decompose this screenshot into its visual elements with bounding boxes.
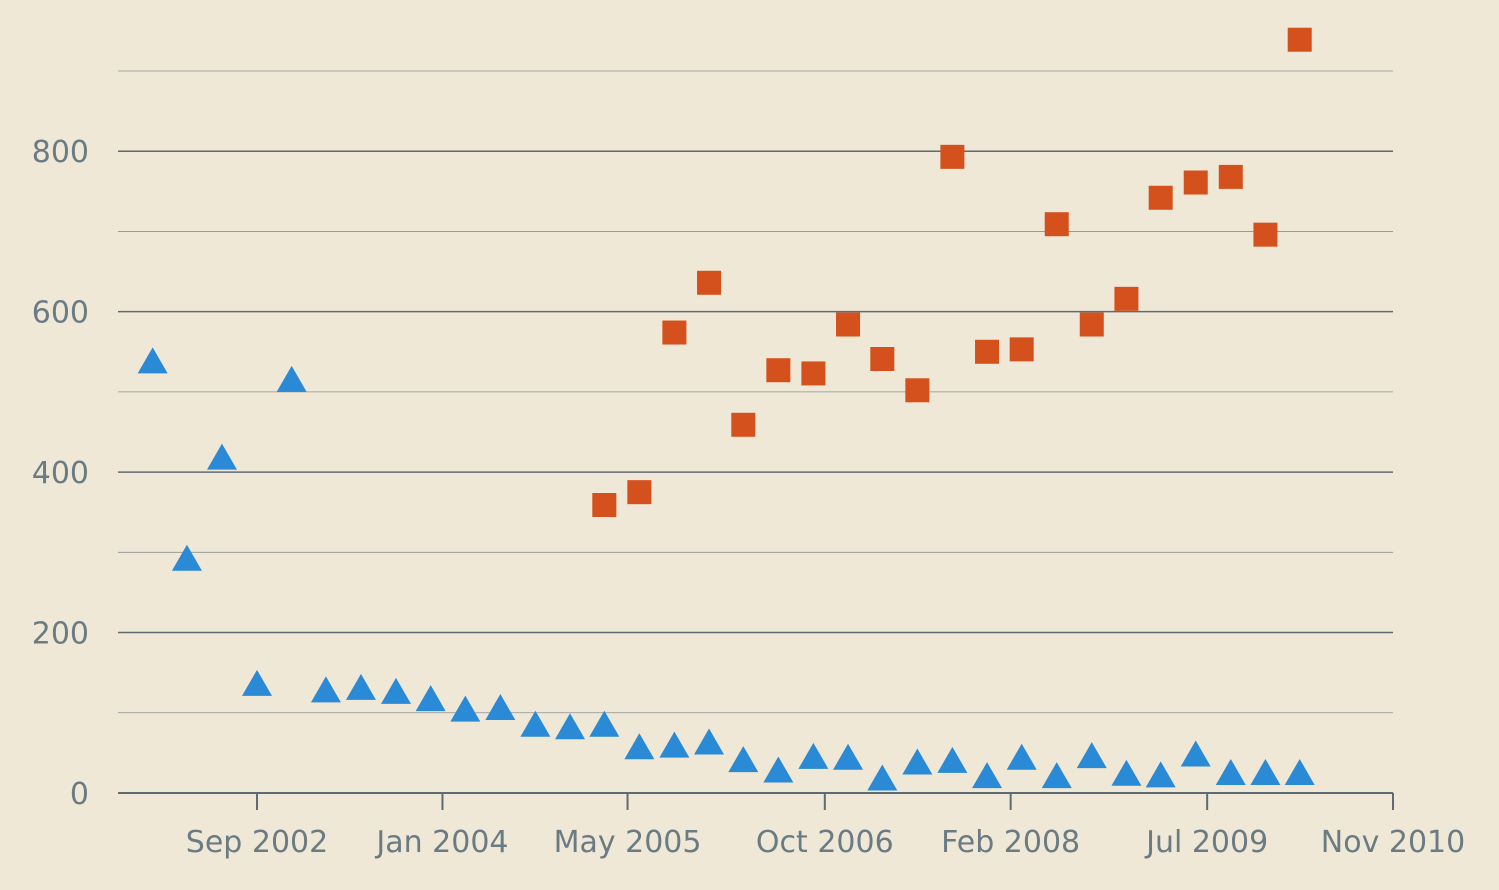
square-point <box>1253 222 1278 247</box>
x-tick-label: Nov 2010 <box>1321 825 1465 860</box>
triangle-point <box>937 746 968 773</box>
triangle-point <box>1284 758 1315 785</box>
square-point <box>592 493 617 518</box>
x-tick-label: Oct 2006 <box>756 825 894 860</box>
square-point <box>1044 212 1069 237</box>
grid-lines <box>118 70 1393 714</box>
square-point <box>975 339 1000 364</box>
y-axis: 0 200 400 600 800 <box>32 135 89 812</box>
triangle-point <box>1215 758 1246 785</box>
y-tick-label: 600 <box>32 296 89 331</box>
y-tick-label: 0 <box>70 777 89 812</box>
triangle-point <box>1145 761 1176 788</box>
triangle-point <box>624 733 655 760</box>
square-point <box>1079 312 1104 337</box>
y-tick-label: 200 <box>32 617 89 652</box>
square-point <box>1114 286 1139 311</box>
square-point <box>662 320 687 345</box>
square-point <box>766 358 791 383</box>
y-tick-label: 800 <box>32 135 89 170</box>
x-tick-label: Jan 2004 <box>374 825 508 860</box>
triangle-point <box>381 677 412 704</box>
y-tick-label: 400 <box>32 456 89 491</box>
series-2 <box>592 27 1312 518</box>
triangle-point <box>137 347 168 374</box>
triangle-point <box>1250 758 1281 785</box>
data-marks <box>137 27 1315 791</box>
square-point <box>940 144 965 169</box>
triangle-point <box>415 685 446 712</box>
square-point <box>870 346 895 371</box>
square-point <box>1009 337 1034 362</box>
triangle-point <box>833 743 864 770</box>
triangle-point <box>520 710 551 737</box>
triangle-point <box>276 365 307 392</box>
x-tick-label: Feb 2008 <box>941 825 1080 860</box>
triangle-point <box>867 764 898 791</box>
triangle-point <box>763 756 794 783</box>
triangle-point <box>902 748 933 775</box>
triangle-point <box>972 762 1003 789</box>
triangle-point <box>659 731 690 758</box>
triangle-point <box>1041 762 1072 789</box>
square-point <box>731 412 756 437</box>
triangle-point <box>1180 740 1211 767</box>
x-tick-label: Sep 2002 <box>186 825 328 860</box>
square-point <box>627 480 652 505</box>
triangle-point <box>728 746 759 773</box>
x-axis: Sep 2002 Jan 2004 May 2005 Oct 2006 Feb 2008… <box>118 792 1465 860</box>
triangle-point <box>1076 742 1107 769</box>
x-tick-label: Jul 2009 <box>1144 825 1268 860</box>
triangle-point <box>555 713 586 740</box>
triangle-point <box>589 710 620 737</box>
triangle-point <box>485 693 516 720</box>
triangle-point <box>1006 743 1037 770</box>
series-1 <box>137 347 1315 791</box>
square-point <box>836 312 861 337</box>
triangle-point <box>1111 759 1142 786</box>
triangle-point <box>450 695 481 722</box>
triangle-point <box>171 544 202 571</box>
triangle-point <box>206 443 237 470</box>
square-point <box>697 270 722 295</box>
triangle-point <box>798 742 829 769</box>
triangle-point <box>345 673 376 700</box>
square-point <box>1218 164 1243 189</box>
square-point <box>1183 170 1208 195</box>
triangle-point <box>242 669 273 696</box>
square-point <box>905 378 930 403</box>
square-point <box>1148 185 1173 210</box>
square-point <box>1287 27 1312 52</box>
square-point <box>801 361 826 386</box>
triangle-point <box>694 728 725 755</box>
triangle-point <box>310 676 341 703</box>
x-tick-label: May 2005 <box>554 825 702 860</box>
